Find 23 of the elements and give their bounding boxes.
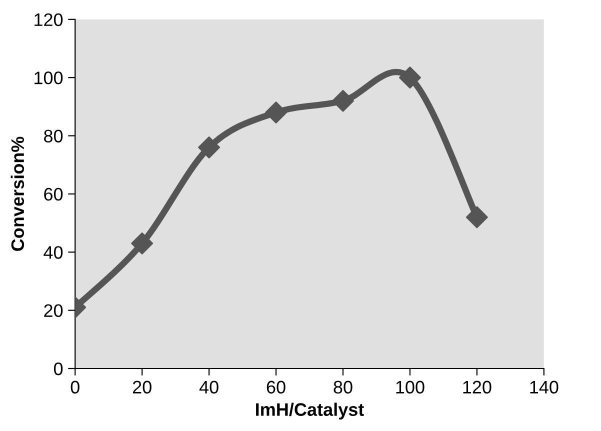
y-tick-label: 80 xyxy=(44,130,63,142)
x-tick-label: 60 xyxy=(266,380,286,394)
x-tick-label: 80 xyxy=(334,380,352,394)
x-tick-label: 20 xyxy=(132,380,152,394)
point xyxy=(466,206,488,228)
point xyxy=(332,90,354,112)
x-axis-title: ImH/Catalyst xyxy=(256,402,364,420)
y-axis-title: Conversion% xyxy=(10,136,24,251)
y-tick-label: 40 xyxy=(44,246,63,259)
x-tick-label: 100 xyxy=(396,380,424,394)
x-tick-label: 120 xyxy=(463,380,492,394)
y-tick-label: 100 xyxy=(34,72,63,84)
y-tick-label: 120 xyxy=(34,13,63,26)
point xyxy=(398,66,421,89)
point xyxy=(265,101,288,124)
x-tick-label: 140 xyxy=(530,380,558,394)
y-tick-label: 60 xyxy=(44,188,63,201)
point xyxy=(131,232,154,254)
y-tick-label: 20 xyxy=(44,304,63,318)
point xyxy=(198,136,220,158)
y-tick-label: 0 xyxy=(54,362,63,376)
x-tick-label: 40 xyxy=(199,380,218,394)
x-tick-label: 0 xyxy=(70,380,80,394)
